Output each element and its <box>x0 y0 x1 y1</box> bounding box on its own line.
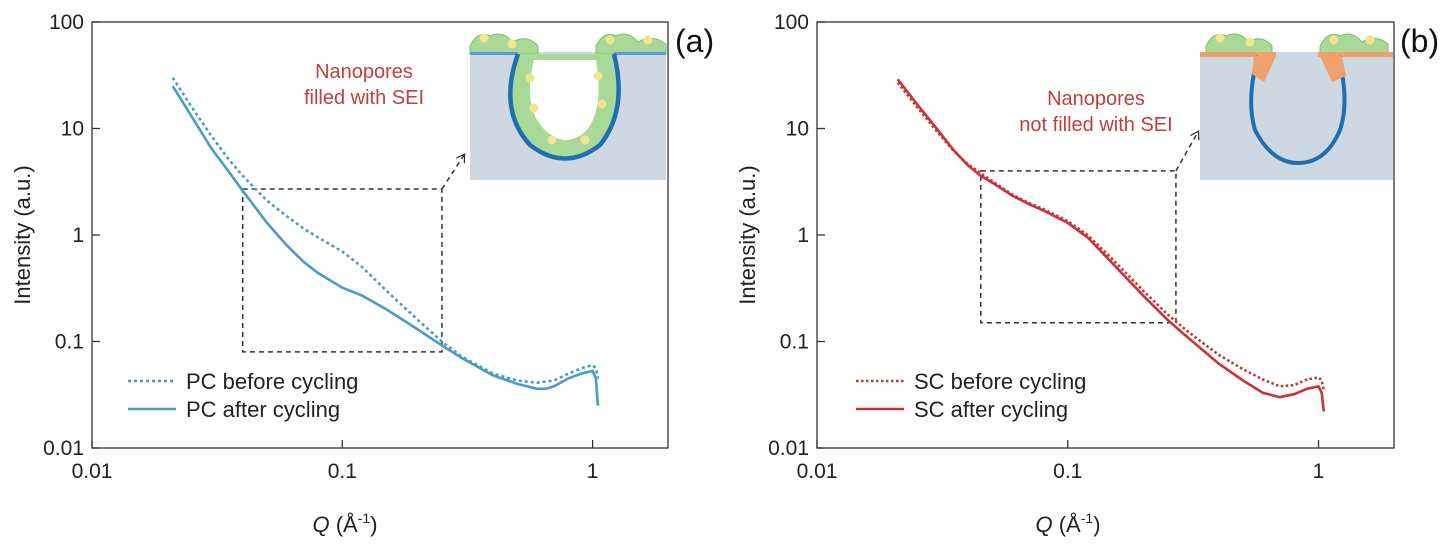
y-tick-marks <box>817 21 825 449</box>
y-tick-label: 10 <box>61 118 84 141</box>
legend-label-pc-before: PC before cycling <box>186 369 358 394</box>
x-tick-label: 1 <box>587 460 599 483</box>
series-sc-after-cycling <box>896 78 1326 412</box>
annotation-line-1: Nanopores <box>315 61 413 83</box>
y-tick-marks <box>92 21 100 449</box>
x-tick-label: 1 <box>1313 460 1325 483</box>
legend-label-sc-after: SC after cycling <box>914 397 1068 422</box>
y-tick-label: 1 <box>797 224 809 247</box>
y-axis-label: Intensity (a.u.) <box>10 165 35 304</box>
y-tick-label: 10 <box>786 118 809 141</box>
x-axis-label: Q (Å-1) <box>312 510 377 537</box>
zoom-arrow <box>1175 132 1198 172</box>
annotation-line-1: Nanopores <box>1047 88 1145 110</box>
annotation-line-2: not filled with SEI <box>1019 114 1172 136</box>
panel-label: (a) <box>675 23 714 59</box>
legend: PC before cycling PC after cycling <box>128 369 358 422</box>
y-tick-label: 0.1 <box>780 331 809 354</box>
annotation-line-2: filled with SEI <box>304 87 424 109</box>
legend-label-pc-after: PC after cycling <box>186 397 340 422</box>
x-axis-label: Q (Å-1) <box>1035 510 1100 537</box>
series-pc-before-cycling <box>171 76 600 385</box>
legend-label-sc-before: SC before cycling <box>914 369 1086 394</box>
y-tick-label: 0.1 <box>55 331 84 354</box>
x-tick-label: 0.01 <box>797 460 838 483</box>
nanopore-filled-inset <box>469 28 667 180</box>
legend: SC before cycling SC after cycling <box>856 369 1086 422</box>
y-axis-label: Intensity (a.u.) <box>735 165 760 304</box>
nanopore-unfilled-inset <box>1200 28 1393 180</box>
x-tick-marks <box>91 440 594 448</box>
series-sc-before-cycling <box>896 81 1326 391</box>
panel-b: 0.01 0.1 1 0.01 0.1 1 10 100 Q (Å-1) Int… <box>735 11 1439 537</box>
y-tick-label: 0.01 <box>768 437 809 460</box>
zoom-box <box>241 188 443 353</box>
y-tick-label: 100 <box>49 11 84 34</box>
x-tick-marks <box>816 440 1320 448</box>
x-tick-label: 0.1 <box>1053 460 1082 483</box>
y-tick-label: 1 <box>72 224 84 247</box>
zoom-arrow <box>441 155 464 190</box>
y-tick-label: 0.01 <box>43 437 84 460</box>
series-pc-after-cycling <box>171 85 600 406</box>
zoom-box <box>980 170 1177 324</box>
x-tick-label: 0.01 <box>72 460 113 483</box>
y-tick-label: 100 <box>774 11 809 34</box>
panel-label: (b) <box>1400 23 1439 59</box>
x-tick-label: 0.1 <box>328 460 357 483</box>
panel-a: 0.01 0.1 1 0.01 0.1 1 10 100 Q (Å-1) Int… <box>10 11 714 537</box>
